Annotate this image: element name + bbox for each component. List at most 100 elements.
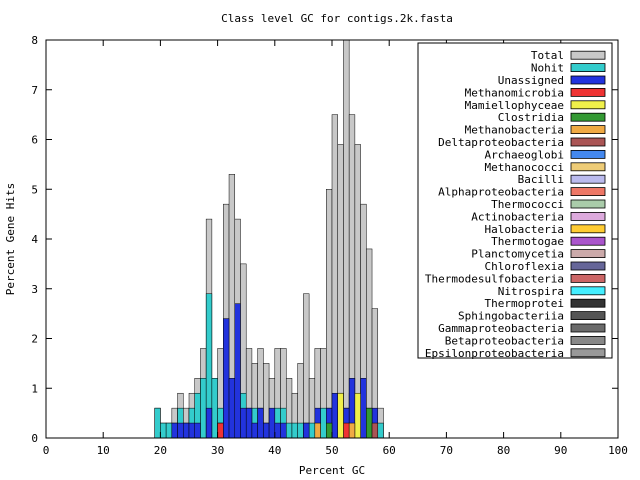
bar-nohit-20 bbox=[160, 422, 167, 439]
bar-nohit-29 bbox=[211, 378, 218, 439]
y-tick-label-1: 1 bbox=[31, 382, 38, 395]
bar-unassigned-22 bbox=[171, 422, 178, 439]
legend-label-nitrospira: Nitrospira bbox=[498, 285, 564, 298]
legend-label-unassigned: Unassigned bbox=[498, 74, 564, 87]
bar-unassigned-24 bbox=[183, 422, 190, 439]
legend-swatch-thermodesulfobacteria bbox=[570, 273, 606, 283]
bar-unassigned-38 bbox=[263, 422, 270, 439]
bar-unassigned-55 bbox=[360, 378, 367, 439]
legend-swatch-total bbox=[570, 50, 606, 60]
legend-swatch-thermococci bbox=[570, 199, 606, 209]
bar-unassigned-31 bbox=[223, 318, 230, 439]
legend-label-epsilonproteobacteria: Epsilonproteobacteria bbox=[425, 347, 564, 360]
legend-swatch-halobacteria bbox=[570, 224, 606, 234]
bar-nohit-58 bbox=[377, 422, 384, 439]
legend-label-thermococci: Thermococci bbox=[491, 198, 564, 211]
legend-swatch-gammaproteobacteria bbox=[570, 323, 606, 333]
x-tick-label-90: 90 bbox=[554, 444, 567, 457]
bar-clostridia-56 bbox=[366, 407, 373, 439]
legend-swatch-epsilonproteobacteria bbox=[570, 348, 606, 358]
bar-unassigned-26 bbox=[194, 422, 201, 439]
bar-unassigned-39 bbox=[268, 407, 276, 439]
bar-total-52 bbox=[343, 39, 350, 439]
x-tick-label-100: 100 bbox=[608, 444, 628, 457]
bar-total-50 bbox=[331, 114, 338, 439]
y-tick-label-6: 6 bbox=[31, 134, 38, 147]
legend-label-gammaproteobacteria: Gammaproteobacteria bbox=[438, 322, 564, 335]
bar-methanomicrobia-52 bbox=[343, 422, 350, 439]
y-tick-label-7: 7 bbox=[31, 84, 38, 97]
legend-label-alphaproteobacteria: Alphaproteobacteria bbox=[438, 186, 564, 199]
y-axis-label: Percent Gene Hits bbox=[4, 183, 17, 296]
legend-swatch-thermotogae bbox=[570, 236, 606, 246]
legend-swatch-methanobacteria bbox=[570, 125, 606, 134]
y-tick-label-0: 0 bbox=[31, 432, 38, 445]
legend-label-thermodesulfobacteria: Thermodesulfobacteria bbox=[425, 272, 564, 285]
bar-nohit-44 bbox=[297, 422, 304, 439]
legend-swatch-thermoprotei bbox=[570, 298, 606, 308]
bar-unassigned-35 bbox=[245, 407, 253, 439]
legend-label-mamiellophyceae: Mamiellophyceae bbox=[465, 99, 564, 112]
bar-methanobacteria-47 bbox=[314, 422, 321, 439]
legend-label-methanomicrobia: Methanomicrobia bbox=[465, 86, 564, 99]
bar-mamiellophyceae-51 bbox=[337, 392, 344, 439]
legend-swatch-unassigned bbox=[570, 75, 606, 85]
bar-unassigned-25 bbox=[188, 422, 195, 439]
legend-swatch-archaeoglobi bbox=[570, 149, 606, 159]
legend-swatch-bacilli bbox=[570, 174, 606, 184]
bar-unassigned-45 bbox=[303, 422, 310, 439]
x-tick-label-40: 40 bbox=[268, 444, 281, 457]
x-tick-label-80: 80 bbox=[497, 444, 510, 457]
legend-label-chloroflexia: Chloroflexia bbox=[485, 260, 564, 273]
legend-label-planctomycetia: Planctomycetia bbox=[471, 248, 564, 261]
x-tick-label-70: 70 bbox=[440, 444, 453, 457]
bar-total-49 bbox=[326, 189, 333, 439]
chart-title: Class level GC for contigs.2k.fasta bbox=[221, 12, 453, 25]
legend-swatch-mamiellophyceae bbox=[570, 100, 606, 110]
legend-swatch-nitrospira bbox=[570, 286, 606, 296]
legend-swatch-methanococci bbox=[570, 162, 606, 172]
y-tick-label-5: 5 bbox=[31, 183, 38, 196]
y-tick-label-3: 3 bbox=[31, 283, 38, 296]
legend-swatch-betaproteobacteria bbox=[570, 335, 606, 345]
bar-nohit-42 bbox=[285, 422, 293, 439]
bar-unassigned-50 bbox=[331, 392, 338, 439]
bar-unassigned-23 bbox=[177, 422, 184, 439]
y-tick-label-2: 2 bbox=[31, 333, 38, 346]
x-tick-label-50: 50 bbox=[325, 444, 338, 457]
legend-swatch-actinobacteria bbox=[570, 211, 606, 221]
legend-label-thermoprotei: Thermoprotei bbox=[485, 297, 564, 310]
bar-nohit-48 bbox=[320, 407, 327, 439]
x-tick-label-10: 10 bbox=[97, 444, 110, 457]
bar-unassigned-36 bbox=[251, 422, 258, 439]
bar-unassigned-37 bbox=[257, 407, 264, 439]
y-tick-label-4: 4 bbox=[31, 233, 38, 246]
x-axis-label: Percent GC bbox=[299, 464, 365, 477]
bar-nohit-27 bbox=[200, 378, 207, 439]
x-tick-label-60: 60 bbox=[383, 444, 396, 457]
legend-label-thermotogae: Thermotogae bbox=[491, 235, 564, 248]
legend-swatch-planctomycetia bbox=[570, 249, 606, 259]
legend-swatch-nohit bbox=[570, 63, 606, 72]
bar-methanobacteria-53 bbox=[348, 422, 356, 439]
bar-unassigned-32 bbox=[228, 378, 236, 439]
legend-label-nohit: Nohit bbox=[531, 62, 564, 75]
legend-label-deltaproteobacteria: Deltaproteobacteria bbox=[438, 136, 564, 149]
bar-unassigned-28 bbox=[205, 407, 213, 439]
x-tick-label-0: 0 bbox=[43, 444, 50, 457]
bar-mamiellophyceae-54 bbox=[354, 392, 361, 439]
legend-label-clostridia: Clostridia bbox=[498, 111, 564, 124]
bar-unassigned-40 bbox=[274, 422, 281, 439]
legend-swatch-clostridia bbox=[570, 112, 606, 122]
bar-clostridia-49 bbox=[326, 422, 333, 439]
legend-label-archaeoglobi: Archaeoglobi bbox=[485, 148, 564, 161]
bar-methanomicrobia-30 bbox=[217, 422, 224, 439]
legend-label-betaproteobacteria: Betaproteobacteria bbox=[445, 334, 564, 347]
y-tick-label-8: 8 bbox=[31, 34, 38, 47]
x-tick-label-20: 20 bbox=[154, 444, 167, 457]
bar-unassigned-41 bbox=[280, 422, 287, 439]
legend-swatch-deltaproteobacteria bbox=[570, 137, 606, 147]
bar-unassigned-33 bbox=[234, 303, 241, 439]
legend-label-sphingobacteriia: Sphingobacteriia bbox=[458, 310, 564, 323]
